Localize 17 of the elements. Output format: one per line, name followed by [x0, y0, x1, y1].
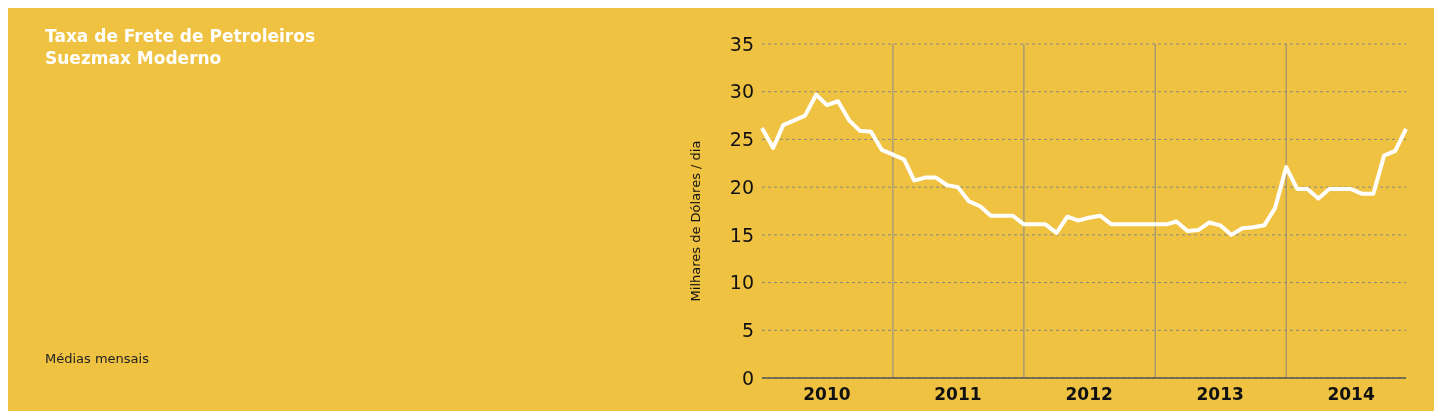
x-tick-label: 2013: [1196, 384, 1244, 404]
y-tick-label: 0: [741, 366, 754, 389]
text: Médias mensais: [45, 351, 150, 366]
x-tick-label: 2010: [803, 384, 851, 404]
y-tick-label: 5: [741, 318, 754, 341]
x-tick-label: 2014: [1327, 384, 1375, 404]
y-tick-label: 30: [729, 80, 754, 103]
x-tick-label: 2012: [1065, 384, 1113, 404]
y-tick-label: 35: [729, 32, 754, 55]
y-tick-label: 25: [729, 128, 754, 151]
text: Taxa de Frete de Petroleiros Suezmax Moderno: [45, 26, 316, 68]
line-series: [760, 92, 1408, 237]
y-tick-label: 15: [729, 223, 754, 246]
y-axis-title: Milhares de Dólares / dia: [688, 140, 703, 302]
x-tick-label: 2011: [934, 384, 982, 404]
y-tick-label: 20: [729, 175, 754, 198]
y-tick-label: 10: [729, 271, 754, 294]
